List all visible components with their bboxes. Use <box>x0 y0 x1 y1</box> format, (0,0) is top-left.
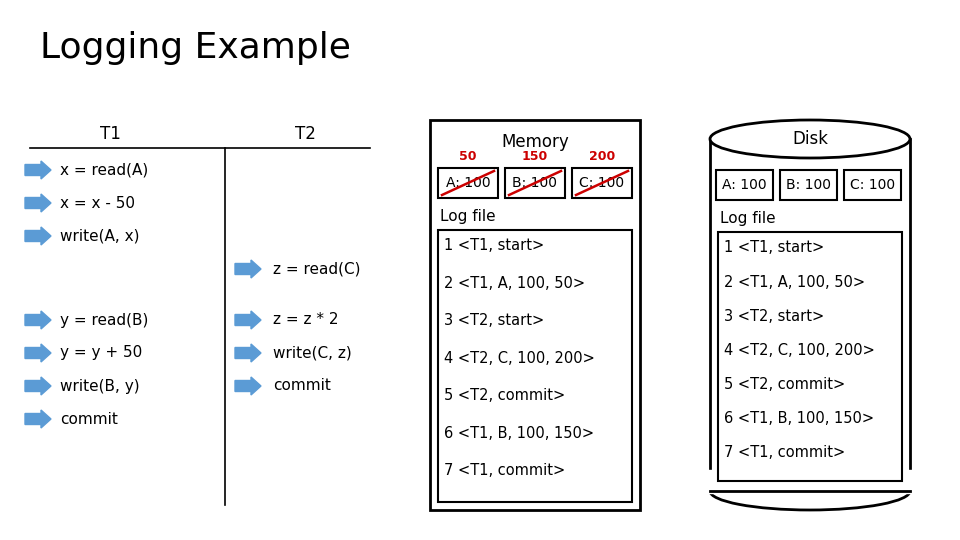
Text: commit: commit <box>273 379 331 394</box>
Text: z = read(C): z = read(C) <box>273 261 361 276</box>
Text: Log file: Log file <box>720 211 776 226</box>
Bar <box>780 170 837 200</box>
Text: y = y + 50: y = y + 50 <box>60 346 142 361</box>
Text: T1: T1 <box>100 125 120 143</box>
Text: 4 <T2, C, 100, 200>: 4 <T2, C, 100, 200> <box>724 343 875 358</box>
Text: 1 <T1, start>: 1 <T1, start> <box>444 239 544 253</box>
FancyArrow shape <box>235 311 261 329</box>
FancyArrow shape <box>25 410 51 428</box>
Text: write(B, y): write(B, y) <box>60 379 139 394</box>
Bar <box>718 232 902 481</box>
Text: 6 <T1, B, 100, 150>: 6 <T1, B, 100, 150> <box>724 411 875 426</box>
Bar <box>572 168 632 198</box>
Text: T2: T2 <box>295 125 316 143</box>
Text: y = read(B): y = read(B) <box>60 313 149 327</box>
Bar <box>438 168 498 198</box>
Text: Memory: Memory <box>501 133 569 151</box>
Text: commit: commit <box>60 411 118 427</box>
FancyArrow shape <box>25 311 51 329</box>
Text: 50: 50 <box>459 150 477 163</box>
FancyArrow shape <box>235 260 261 278</box>
Text: write(C, z): write(C, z) <box>273 346 351 361</box>
Text: 2 <T1, A, 100, 50>: 2 <T1, A, 100, 50> <box>444 276 586 291</box>
Text: 1 <T1, start>: 1 <T1, start> <box>724 240 825 255</box>
Text: Log file: Log file <box>440 208 495 224</box>
Text: 3 <T2, start>: 3 <T2, start> <box>444 313 544 328</box>
Text: 5 <T2, commit>: 5 <T2, commit> <box>444 388 565 403</box>
Text: 3 <T2, start>: 3 <T2, start> <box>724 309 825 324</box>
Text: 4 <T2, C, 100, 200>: 4 <T2, C, 100, 200> <box>444 351 595 366</box>
Text: x = x - 50: x = x - 50 <box>60 195 135 211</box>
Text: A: 100: A: 100 <box>445 176 491 190</box>
Bar <box>505 168 565 198</box>
Text: 2 <T1, A, 100, 50>: 2 <T1, A, 100, 50> <box>724 275 865 289</box>
Text: 150: 150 <box>522 150 548 163</box>
Text: B: 100: B: 100 <box>513 176 558 190</box>
Text: Disk: Disk <box>792 130 828 148</box>
Text: C: 100: C: 100 <box>850 178 895 192</box>
Text: C: 100: C: 100 <box>580 176 625 190</box>
Text: A: 100: A: 100 <box>722 178 767 192</box>
FancyArrow shape <box>25 227 51 245</box>
Text: B: 100: B: 100 <box>786 178 831 192</box>
Text: x = read(A): x = read(A) <box>60 163 148 178</box>
Text: 5 <T2, commit>: 5 <T2, commit> <box>724 377 845 392</box>
Text: 6 <T1, B, 100, 150>: 6 <T1, B, 100, 150> <box>444 426 594 441</box>
FancyArrow shape <box>25 194 51 212</box>
Text: Logging Example: Logging Example <box>40 31 350 65</box>
Bar <box>708 470 912 493</box>
Text: 7 <T1, commit>: 7 <T1, commit> <box>444 463 565 478</box>
Text: write(A, x): write(A, x) <box>60 228 139 244</box>
FancyArrow shape <box>235 344 261 362</box>
Ellipse shape <box>710 472 910 510</box>
Bar <box>844 170 901 200</box>
Ellipse shape <box>710 120 910 158</box>
Bar <box>716 170 773 200</box>
Text: 7 <T1, commit>: 7 <T1, commit> <box>724 446 845 461</box>
Text: z = z * 2: z = z * 2 <box>273 313 339 327</box>
Bar <box>430 120 640 510</box>
FancyArrow shape <box>25 377 51 395</box>
FancyArrow shape <box>25 344 51 362</box>
Bar <box>438 230 632 502</box>
FancyArrow shape <box>25 161 51 179</box>
FancyArrow shape <box>235 377 261 395</box>
Text: 200: 200 <box>588 150 615 163</box>
